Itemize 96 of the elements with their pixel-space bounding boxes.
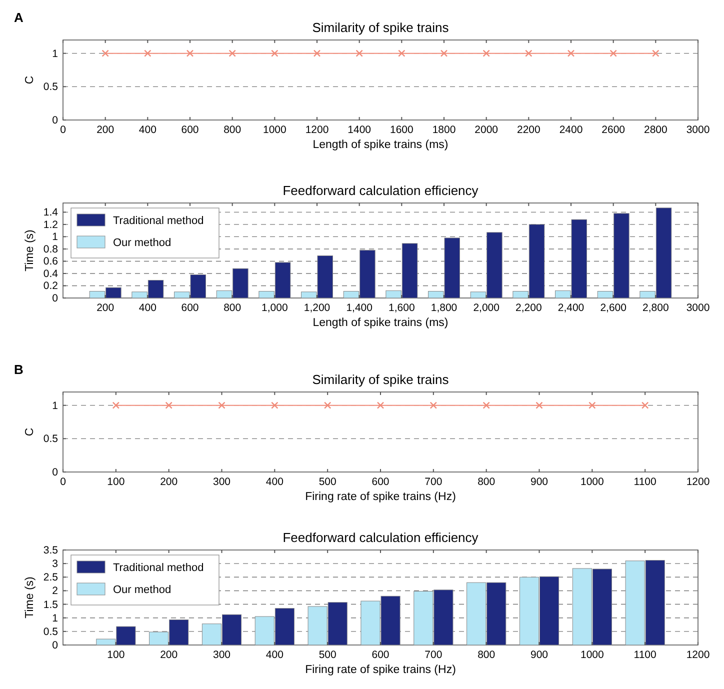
x-tick-label: 2400 — [559, 124, 583, 136]
x-tick-label: 200 — [160, 649, 178, 661]
x-tick-label: 2200 — [516, 124, 541, 136]
x-tick-label: 2,800 — [642, 302, 669, 314]
legend-label: Traditional method — [113, 215, 204, 227]
y-tick-label: 0.8 — [43, 243, 58, 256]
x-tick-label: 1600 — [390, 124, 414, 136]
chart-title: Similarity of spike trains — [312, 372, 450, 387]
y-axis-title: C — [24, 76, 36, 84]
x-tick-label: 600 — [372, 476, 390, 488]
y-tick-label: 2.5 — [43, 572, 58, 584]
y-tick-label: 0 — [52, 114, 58, 126]
y-tick-label: 0.5 — [43, 433, 58, 446]
x-tick-label: 2,000 — [473, 302, 500, 314]
y-tick-label: 1.4 — [43, 206, 58, 219]
x-tick-label: 1,600 — [388, 302, 415, 314]
y-tick-label: 1.5 — [43, 598, 58, 611]
x-tick-label: 500 — [318, 649, 336, 661]
y-tick-label: 1.2 — [43, 218, 58, 231]
x-tick-label: 900 — [530, 649, 548, 661]
x-tick-label: 1000 — [580, 476, 604, 488]
x-tick-label: 1000 — [580, 649, 604, 661]
y-tick-label: 3.5 — [43, 544, 58, 556]
x-tick-label: 2,200 — [516, 302, 542, 314]
x-tick-label: 2800 — [644, 124, 668, 136]
y-tick-label: 3 — [52, 558, 58, 570]
x-tick-label: 2600 — [602, 124, 626, 136]
x-tick-label: 100 — [107, 476, 125, 488]
y-tick-label: 1 — [52, 231, 58, 244]
y-axis-title: Time (s) — [24, 576, 36, 618]
x-tick-label: 3000 — [686, 302, 710, 314]
x-tick-label: 0 — [60, 476, 66, 488]
x-axis-title: Firing rate of spike trains (Hz) — [305, 491, 456, 503]
y-tick-label: 1 — [52, 612, 58, 624]
chart-title: Feedforward calculation efficiency — [282, 183, 479, 198]
x-tick-label: 1,200 — [304, 302, 330, 314]
y-tick-label: 0.2 — [43, 280, 58, 292]
y-axis-title: Time (s) — [24, 229, 36, 272]
y-axis-title: C — [24, 428, 36, 436]
x-tick-label: 400 — [266, 649, 284, 661]
x-tick-label: 1,800 — [430, 302, 458, 314]
x-tick-label: 700 — [424, 649, 442, 661]
y-tick-label: 1 — [52, 400, 58, 412]
x-tick-label: 200 — [160, 476, 178, 488]
x-tick-label: 1,400 — [346, 302, 373, 314]
x-tick-label: 400 — [266, 476, 284, 488]
x-tick-label: 600 — [372, 649, 390, 661]
x-axis-title: Length of spike trains (ms) — [312, 139, 448, 151]
x-tick-label: 1100 — [634, 476, 657, 488]
x-tick-label: 500 — [318, 476, 336, 488]
x-tick-label: 900 — [530, 476, 548, 488]
x-tick-label: 1200 — [686, 476, 710, 488]
x-tick-label: 800 — [478, 476, 496, 488]
legend-label: Our method — [113, 237, 172, 249]
y-tick-label: 0 — [52, 640, 58, 652]
x-tick-label: 600 — [181, 124, 199, 136]
legend-label: Traditional method — [113, 562, 204, 574]
text: A — [14, 10, 24, 25]
x-tick-label: 400 — [138, 302, 157, 314]
x-axis-title: Length of spike trains (ms) — [312, 317, 448, 329]
x-tick-label: 600 — [181, 302, 199, 314]
x-tick-label: 1400 — [348, 124, 372, 136]
x-tick-label: 1800 — [432, 124, 456, 136]
x-axis-title: Firing rate of spike trains (Hz) — [305, 664, 456, 676]
x-tick-label: 100 — [107, 649, 125, 661]
x-tick-label: 200 — [96, 302, 114, 314]
x-tick-label: 2000 — [474, 124, 498, 136]
x-tick-label: 2,600 — [600, 302, 627, 314]
x-tick-label: 3000 — [686, 124, 710, 136]
y-tick-label: 0 — [52, 292, 58, 304]
x-tick-label: 800 — [224, 124, 242, 136]
legend-label: Our method — [113, 584, 172, 596]
chart-title: Feedforward calculation efficiency — [282, 530, 479, 545]
y-tick-label: 0.6 — [43, 256, 58, 268]
x-tick-label: 300 — [212, 649, 231, 661]
x-tick-label: 0 — [60, 124, 66, 136]
y-tick-label: 0.5 — [43, 81, 58, 94]
y-tick-label: 2 — [52, 585, 58, 598]
x-tick-label: 1200 — [686, 649, 710, 661]
x-tick-label: 200 — [96, 124, 114, 136]
y-tick-label: 1 — [52, 48, 58, 60]
x-tick-label: 300 — [212, 476, 231, 488]
chart-title: Similarity of spike trains — [312, 20, 450, 35]
x-tick-label: 2,400 — [558, 302, 584, 314]
x-tick-label: 400 — [138, 124, 157, 136]
x-tick-label: 800 — [224, 302, 242, 314]
x-tick-label: 800 — [478, 649, 496, 661]
x-tick-label: 1,000 — [262, 302, 288, 314]
x-tick-label: 1200 — [305, 124, 329, 136]
text: B — [14, 362, 24, 377]
x-tick-label: 700 — [424, 476, 442, 488]
x-tick-label: 1000 — [262, 124, 287, 136]
x-tick-label: 1100 — [634, 649, 657, 661]
y-tick-label: 0.4 — [43, 268, 58, 280]
y-tick-label: 0.5 — [43, 626, 58, 638]
y-tick-label: 0 — [52, 466, 58, 478]
